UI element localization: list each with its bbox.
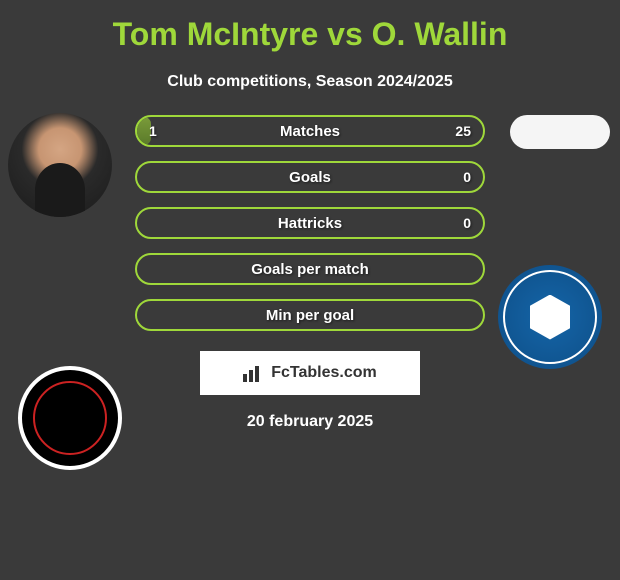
- stat-row-min-per-goal: Min per goal: [135, 299, 485, 331]
- stat-label: Matches: [280, 123, 340, 140]
- watermark-text: FcTables.com: [271, 364, 377, 382]
- watermark: FcTables.com: [200, 351, 420, 395]
- chart-icon: [243, 364, 265, 382]
- stat-left-value: 1: [149, 123, 157, 139]
- stat-label: Min per goal: [266, 307, 354, 324]
- stat-label: Goals: [289, 169, 331, 186]
- stat-right-value: 25: [455, 123, 471, 139]
- page-title: Tom McIntyre vs O. Wallin: [0, 8, 620, 61]
- stat-row-matches: 1 Matches 25: [135, 115, 485, 147]
- stat-row-goals-per-match: Goals per match: [135, 253, 485, 285]
- player-right-avatar: [510, 115, 610, 149]
- stat-right-value: 0: [463, 169, 471, 185]
- player-left-avatar: [8, 113, 112, 217]
- stat-right-value: 0: [463, 215, 471, 231]
- content-area: 1 Matches 25 Goals 0 Hattricks 0 Goals p…: [0, 115, 620, 431]
- stat-row-goals: Goals 0: [135, 161, 485, 193]
- stat-label: Hattricks: [278, 215, 342, 232]
- comparison-card: Tom McIntyre vs O. Wallin Club competiti…: [0, 0, 620, 431]
- team-badge-left-icon: [18, 366, 122, 470]
- stat-label: Goals per match: [251, 261, 369, 278]
- team-badge-right-icon: [498, 265, 602, 369]
- stats-list: 1 Matches 25 Goals 0 Hattricks 0 Goals p…: [135, 115, 485, 331]
- subtitle: Club competitions, Season 2024/2025: [0, 73, 620, 91]
- stat-row-hattricks: Hattricks 0: [135, 207, 485, 239]
